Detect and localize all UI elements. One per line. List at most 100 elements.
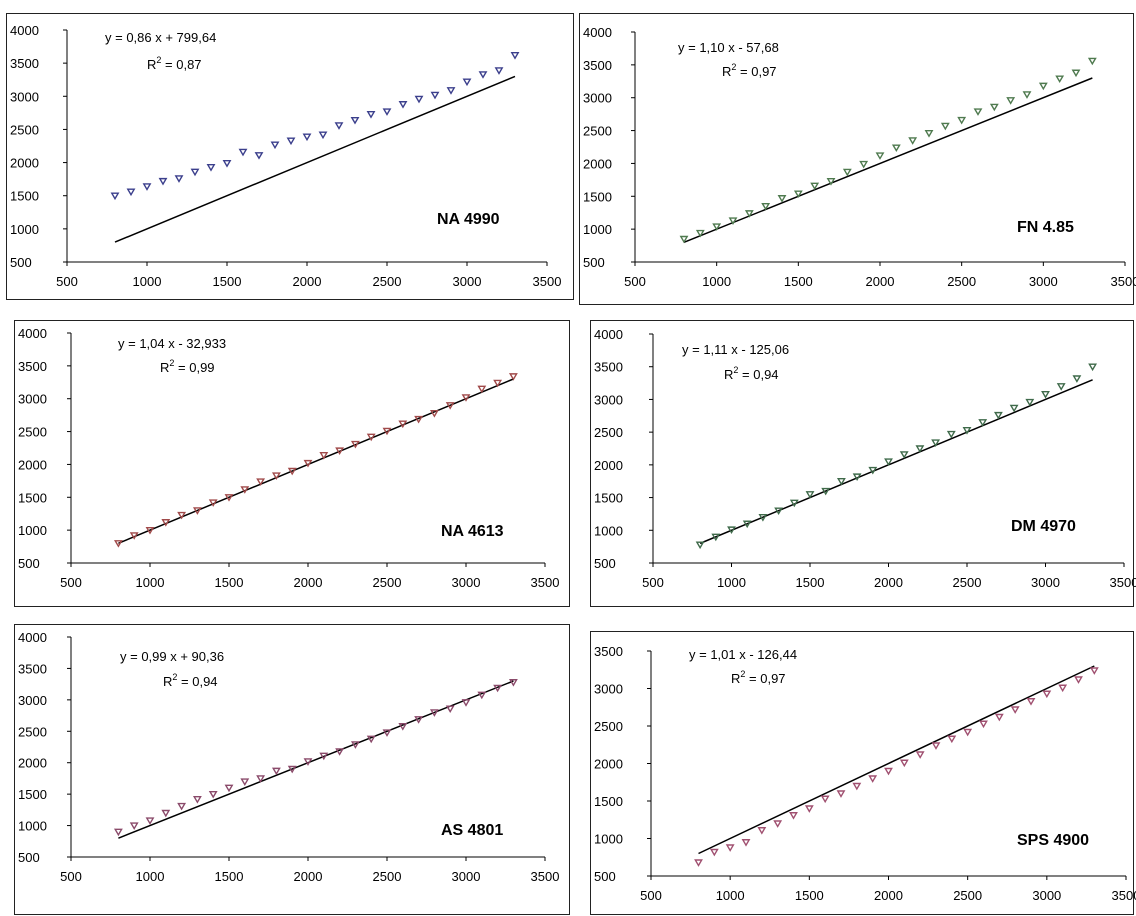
y-tick-label: 500 [594, 556, 616, 571]
x-tick-label: 1000 [136, 869, 165, 884]
data-point [709, 848, 719, 857]
y-tick-label: 3500 [594, 644, 623, 659]
x-tick-label: 3000 [452, 575, 481, 590]
data-point [973, 108, 983, 116]
data-point [334, 122, 344, 130]
series-label: NA 4990 [437, 211, 500, 228]
y-tick-label: 1000 [10, 222, 39, 237]
y-tick-label: 2000 [594, 458, 623, 473]
r-squared-label: R2 = 0,94 [724, 365, 779, 382]
y-tick-label: 2500 [594, 719, 623, 734]
r-squared-label: R2 = 0,87 [147, 55, 202, 72]
y-tick-label: 2500 [594, 425, 623, 440]
data-point [366, 110, 376, 119]
data-point [727, 526, 736, 535]
x-tick-label: 3000 [453, 274, 482, 289]
regression-equation: y = 1,04 x - 32,933 [118, 336, 226, 351]
data-point [744, 210, 754, 218]
data-point [836, 478, 846, 486]
data-point [303, 459, 313, 468]
data-point [270, 141, 280, 150]
data-point [891, 144, 901, 153]
data-point [414, 716, 424, 724]
chart-panel-sps-4900: 500 1000 1500 2000 2500 3000 3500 500 1000 1500 20… [590, 631, 1136, 915]
data-point [777, 195, 787, 203]
data-point [774, 507, 784, 516]
data-point [805, 491, 815, 499]
data-point [1088, 363, 1098, 372]
data-point [350, 741, 360, 749]
data-point [271, 767, 281, 776]
x-tick-label: 2000 [294, 869, 323, 884]
data-point [303, 758, 313, 766]
data-point [508, 679, 518, 687]
x-tick-label: 1000 [717, 575, 746, 590]
x-tick-label: 1500 [796, 575, 825, 590]
y-tick-label: 4000 [583, 25, 612, 40]
y-tick-label: 1500 [10, 189, 39, 204]
data-point [110, 192, 120, 201]
y-tick-label: 3000 [18, 392, 47, 407]
data-point [494, 67, 504, 75]
x-tick-label: 3500 [1110, 575, 1136, 590]
data-point [989, 103, 999, 112]
chart-svg: 500 1000 1500 2000 2500 3000 3500 4000 500 1000 15… [10, 23, 562, 289]
data-point [477, 385, 487, 394]
data-point [129, 822, 139, 830]
data-point [884, 767, 893, 776]
data-point [899, 451, 909, 459]
data-point [366, 433, 376, 442]
data-point [256, 478, 266, 486]
data-point [461, 394, 471, 402]
data-point [712, 223, 722, 231]
data-point [445, 402, 455, 410]
data-point [994, 713, 1004, 722]
x-tick-label: 2000 [866, 274, 895, 289]
data-point [366, 735, 376, 744]
chart-svg: 500 1000 1500 2000 2500 3000 3500 4000 500 1000 15… [18, 630, 559, 884]
reference-line [118, 378, 514, 544]
chart-svg: 500 1000 1500 2000 2500 3000 3500 500 1000 1500 20… [594, 644, 1136, 903]
data-point [1006, 97, 1016, 105]
r-squared-label: R2 = 0,94 [163, 672, 218, 689]
x-tick-label: 2500 [373, 274, 402, 289]
data-point [222, 160, 232, 168]
x-tick-label: 1500 [784, 274, 813, 289]
data-point [174, 175, 184, 183]
y-tick-label: 3000 [594, 392, 623, 407]
x-tick-label: 1500 [213, 274, 242, 289]
data-point [302, 133, 312, 142]
data-point [113, 540, 123, 548]
chart-svg: 500 1000 1500 2000 2500 3000 3500 4000 500 1000 15… [583, 25, 1136, 289]
x-tick-label: 500 [642, 575, 664, 590]
x-tick-label: 2500 [947, 274, 976, 289]
series-label: DM 4970 [1011, 518, 1076, 535]
regression-equation: y = 1,10 x - 57,68 [678, 40, 779, 55]
chart-svg: 500 1000 1500 2000 2500 3000 3500 4000 500 1000 15… [594, 327, 1136, 590]
r-squared-label: R2 = 0,99 [160, 358, 215, 375]
data-point [335, 748, 345, 756]
data-point [113, 828, 123, 837]
regression-equation: y = 0,99 x + 90,36 [120, 649, 224, 664]
data-point [1026, 698, 1036, 706]
y-tick-label: 500 [18, 850, 40, 865]
data-point [319, 452, 329, 460]
data-point [240, 778, 250, 786]
data-point [350, 440, 360, 449]
data-point [804, 805, 814, 813]
data-point [286, 137, 296, 146]
y-tick-label: 3000 [583, 91, 612, 106]
reference-line [118, 680, 514, 839]
regression-equation: y = 1,11 x - 125,06 [682, 342, 789, 357]
data-point [145, 526, 155, 535]
data-point [1038, 82, 1048, 91]
data-point [899, 759, 909, 768]
data-point [875, 152, 885, 160]
x-tick-label: 2500 [953, 575, 982, 590]
data-point [793, 190, 803, 199]
data-point [915, 445, 925, 453]
y-tick-label: 3000 [594, 682, 623, 697]
series-label: FN 4.85 [1017, 219, 1074, 236]
x-tick-label: 3500 [533, 274, 562, 289]
x-tick-label: 500 [56, 274, 78, 289]
